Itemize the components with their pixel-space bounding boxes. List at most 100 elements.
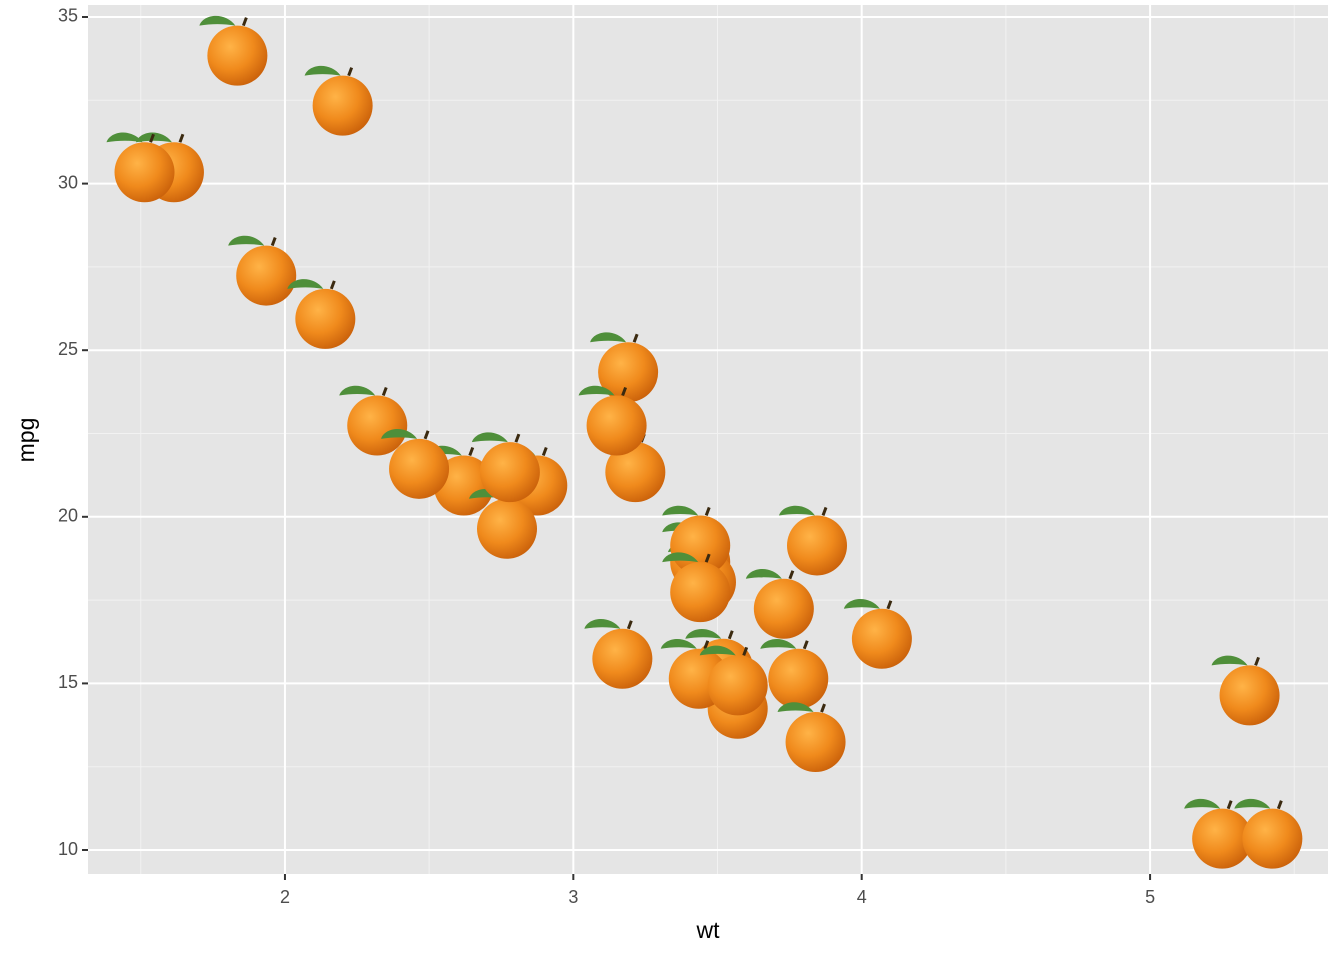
- leaf: [339, 385, 376, 396]
- leaf: [106, 132, 143, 143]
- stem: [1276, 800, 1283, 810]
- orange-body: [787, 515, 848, 576]
- orange-body: [236, 245, 297, 306]
- stem: [802, 640, 809, 650]
- leaf: [199, 15, 236, 26]
- orange-point: [590, 332, 659, 403]
- stem: [381, 386, 388, 397]
- orange-point: [381, 429, 450, 499]
- orange-point: [662, 552, 731, 623]
- x-axis-title: wt: [696, 917, 721, 943]
- stem: [742, 646, 749, 656]
- orange-body: [1192, 808, 1253, 869]
- orange-body: [707, 655, 768, 716]
- orange-body: [295, 288, 356, 349]
- orange-body: [605, 442, 666, 503]
- stem: [626, 620, 633, 630]
- orange-point: [471, 432, 540, 503]
- x-tick-label: 2: [280, 887, 290, 907]
- leaf: [578, 385, 615, 396]
- stem: [821, 506, 828, 516]
- leaf: [843, 598, 880, 609]
- orange-point: [1211, 655, 1280, 726]
- leaf: [381, 429, 418, 439]
- orange-body: [347, 395, 408, 456]
- orange-point: [1234, 798, 1303, 869]
- stem: [820, 703, 826, 713]
- stem: [423, 430, 430, 440]
- orange-point: [584, 618, 653, 689]
- y-tick-label: 15: [58, 672, 78, 692]
- orange-point: [760, 638, 829, 709]
- leaf: [287, 279, 324, 289]
- stem: [514, 433, 521, 443]
- leaf: [662, 505, 699, 516]
- leaf: [777, 702, 814, 713]
- orange-point: [339, 385, 408, 456]
- orange-point: [779, 505, 848, 576]
- stem: [727, 630, 734, 640]
- orange-body: [114, 142, 175, 203]
- stem: [1226, 800, 1233, 810]
- orange-body: [479, 442, 540, 503]
- orange-body: [592, 628, 653, 689]
- leaf: [779, 505, 816, 516]
- orange-point: [777, 702, 846, 773]
- orange-body: [586, 395, 647, 456]
- leaf: [1184, 798, 1221, 809]
- orange-point: [745, 569, 814, 639]
- y-tick-label: 30: [58, 172, 78, 192]
- orange-body: [753, 578, 814, 639]
- stem: [149, 133, 155, 143]
- x-tick-label: 4: [857, 887, 867, 907]
- orange-body: [785, 712, 846, 773]
- stem: [788, 570, 795, 580]
- stem: [541, 446, 548, 457]
- orange-point: [1184, 798, 1253, 869]
- y-tick-label: 10: [58, 839, 78, 859]
- orange-body: [207, 25, 268, 86]
- stem: [703, 640, 710, 650]
- leaf: [685, 628, 722, 639]
- panel: [88, 5, 1328, 874]
- orange-body: [851, 608, 912, 669]
- orange-point: [106, 132, 175, 203]
- y-axis-title: mpg: [13, 418, 39, 463]
- leaf: [304, 65, 341, 76]
- orange-body: [312, 75, 373, 136]
- stem: [621, 386, 627, 397]
- orange-body: [1242, 808, 1303, 869]
- leaf: [1211, 655, 1248, 666]
- orange-body: [768, 648, 829, 709]
- stem: [468, 446, 475, 457]
- leaf: [471, 432, 508, 443]
- y-tick-label: 35: [58, 6, 78, 26]
- leaf: [584, 618, 621, 629]
- leaf: [662, 552, 699, 563]
- orange-body: [670, 562, 731, 623]
- y-tick-label: 25: [58, 339, 78, 359]
- leaf: [699, 645, 736, 656]
- stem: [704, 506, 711, 516]
- x-tick-label: 5: [1145, 887, 1155, 907]
- y-tick-label: 20: [58, 506, 78, 526]
- stem: [347, 67, 354, 77]
- stem: [1254, 656, 1260, 666]
- orange-point: [199, 15, 268, 86]
- leaf: [760, 638, 797, 649]
- stem: [178, 133, 185, 143]
- orange-body: [389, 438, 450, 499]
- leaf: [660, 638, 697, 649]
- orange-point: [578, 385, 647, 456]
- leaf: [228, 235, 265, 246]
- orange-body: [477, 498, 538, 559]
- orange-point: [843, 598, 912, 669]
- leaf: [590, 332, 627, 343]
- orange-point: [699, 645, 768, 716]
- orange-body: [598, 342, 659, 403]
- x-tick-label: 3: [568, 887, 578, 907]
- orange-body: [1219, 665, 1280, 726]
- leaf: [745, 569, 782, 579]
